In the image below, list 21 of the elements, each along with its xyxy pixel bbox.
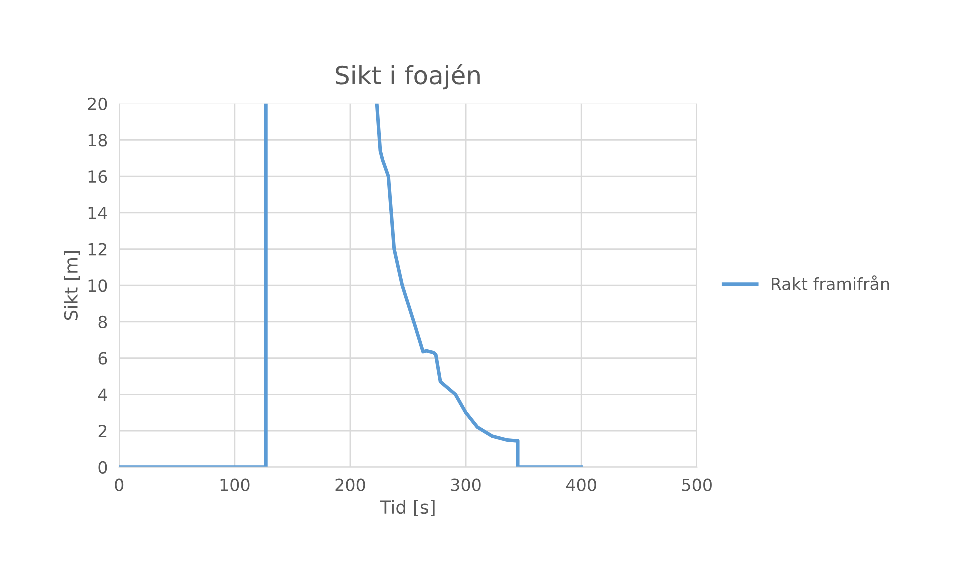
y-tick-label: 12 xyxy=(88,243,107,256)
y-tick-label: 14 xyxy=(88,207,108,220)
x-tick-label: 400 xyxy=(566,478,596,492)
y-tick-label: 18 xyxy=(88,134,108,147)
y-tick-label: 6 xyxy=(98,352,108,365)
y-tick-label: 20 xyxy=(88,98,108,110)
legend-label: Rakt framifrån xyxy=(772,276,890,290)
x-tick-label: 300 xyxy=(451,478,481,492)
x-axis-title: Tid [s] xyxy=(380,500,435,516)
y-tick-label: 16 xyxy=(88,170,108,184)
y-axis-title: Sikt [m] xyxy=(64,251,80,320)
y-tick-label: 10 xyxy=(88,280,108,292)
y-tick-label: 4 xyxy=(98,388,108,401)
y-tick-label: 2 xyxy=(98,424,107,438)
y-tick-label: 8 xyxy=(98,316,108,329)
x-tick-label: 500 xyxy=(682,478,712,492)
x-tick-label: 0 xyxy=(115,478,124,492)
x-tick-label: 100 xyxy=(220,478,250,492)
x-tick-label: 200 xyxy=(336,478,366,492)
chart-title: Sikt i foajén xyxy=(336,64,480,90)
y-tick-label: 0 xyxy=(98,461,108,474)
